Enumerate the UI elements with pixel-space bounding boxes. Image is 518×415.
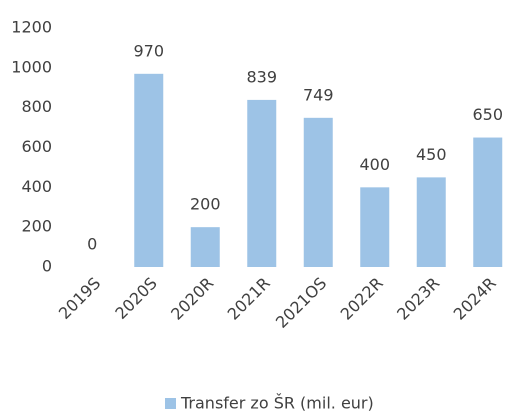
x-tick-label: 2021R xyxy=(224,274,274,324)
bar xyxy=(247,99,277,267)
y-tick-label: 400 xyxy=(21,177,52,196)
data-label: 650 xyxy=(472,105,503,124)
y-tick-label: 0 xyxy=(42,257,52,276)
data-label: 400 xyxy=(359,155,390,174)
x-tick-label: 2023R xyxy=(393,274,443,324)
legend-label: Transfer zo ŠR (mil. eur) xyxy=(180,394,374,413)
y-tick-label: 200 xyxy=(21,217,52,236)
data-label: 0 xyxy=(87,235,97,254)
x-tick-label: 2021OS xyxy=(272,274,330,332)
x-tick-label: 2019S xyxy=(55,274,104,323)
bar xyxy=(190,227,220,267)
data-label: 970 xyxy=(133,41,164,60)
bar xyxy=(473,137,503,267)
legend-swatch xyxy=(165,398,176,409)
x-tick-label: 2020R xyxy=(167,274,217,324)
x-tick-label: 2020S xyxy=(111,274,160,323)
data-label: 839 xyxy=(246,67,277,86)
y-tick-label: 1000 xyxy=(11,57,52,76)
y-tick-label: 1200 xyxy=(11,18,52,37)
x-tick-label: 2024R xyxy=(450,274,500,324)
bar xyxy=(134,73,164,267)
data-label: 749 xyxy=(303,85,334,104)
y-tick-label: 800 xyxy=(21,97,52,116)
bar xyxy=(416,177,446,267)
data-label: 200 xyxy=(190,195,221,214)
y-tick-label: 600 xyxy=(21,137,52,156)
data-label: 450 xyxy=(416,145,447,164)
bar xyxy=(303,117,333,268)
x-tick-label: 2022R xyxy=(337,274,387,324)
bar xyxy=(360,187,390,267)
